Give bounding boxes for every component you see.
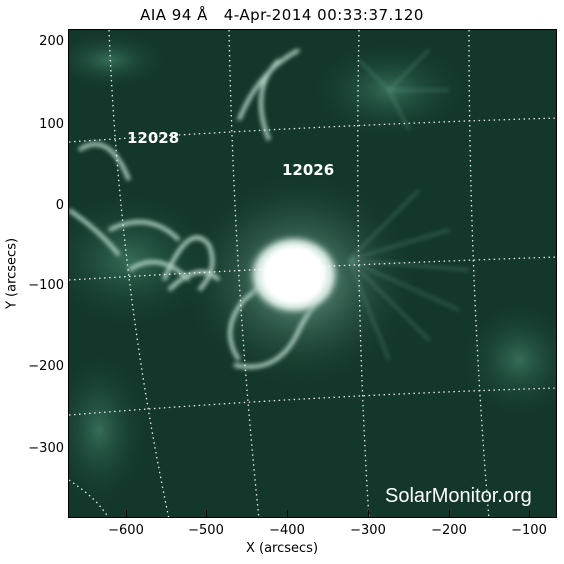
y-tick-label: −100 (28, 278, 64, 293)
watermark-text: SolarMonitor.org (385, 485, 532, 507)
y-tick-label: −300 (28, 441, 64, 456)
x-tick-mark (449, 510, 450, 518)
x-tick-mark (287, 510, 288, 518)
x-tick-mark (206, 510, 207, 518)
x-tick-label: −100 (511, 523, 547, 538)
x-axis-title: X (arcsecs) (245, 541, 319, 556)
y-tick-label: 0 (55, 198, 64, 213)
x-tick-label: −400 (269, 523, 305, 538)
x-tick-label: −300 (350, 523, 386, 538)
solar-image-svg (69, 30, 556, 517)
solar-image: 12028 12026 SolarMonitor.org (68, 29, 557, 518)
y-tick-label: 100 (39, 117, 64, 132)
x-tick-label: −200 (431, 523, 467, 538)
image-title: AIA 94 Å 4-Apr-2014 00:33:37.120 (140, 6, 424, 24)
x-tick-mark (368, 510, 369, 518)
y-tick-label: 200 (39, 34, 64, 49)
x-tick-mark (529, 510, 530, 518)
x-tick-mark (126, 510, 127, 518)
region-label-12028: 12028 (127, 129, 180, 147)
y-tick-label: −200 (28, 359, 64, 374)
x-tick-label: −600 (108, 523, 144, 538)
y-axis-title: Y (arcsecs) (4, 237, 20, 310)
x-tick-label: −500 (188, 523, 224, 538)
region-label-12026: 12026 (282, 161, 335, 179)
